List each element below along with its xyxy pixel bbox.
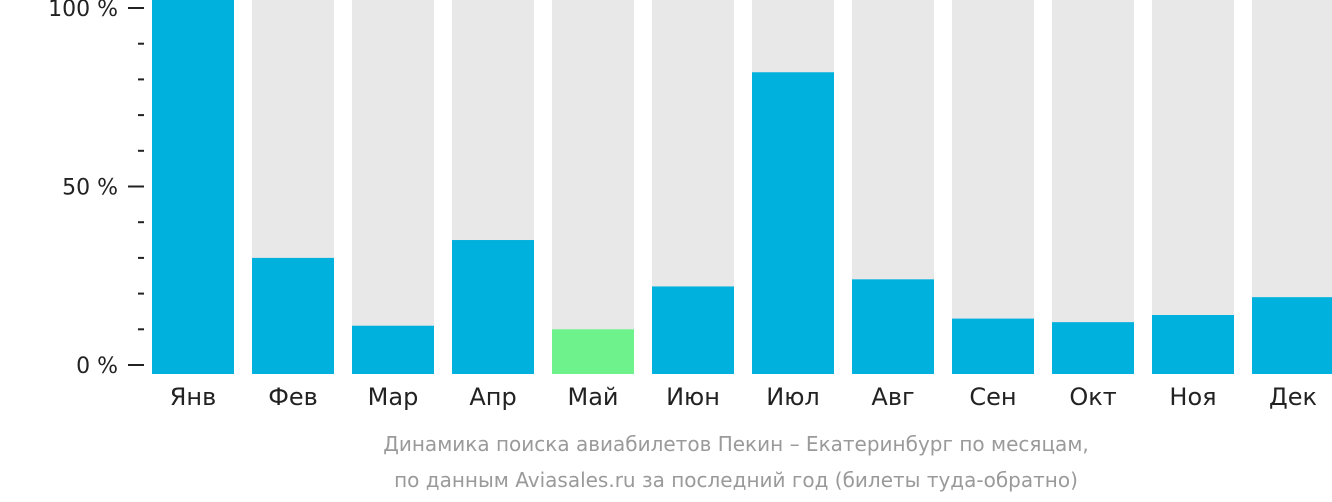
x-tick-label: Апр bbox=[469, 383, 516, 411]
x-tick-label: Янв bbox=[170, 383, 217, 411]
bar bbox=[252, 257, 334, 374]
y-axis: 0 % 50 % 100 % bbox=[48, 0, 144, 379]
x-tick-label: Фев bbox=[268, 383, 318, 411]
x-tick-label: Май bbox=[567, 383, 618, 411]
x-tick-label: Окт bbox=[1069, 383, 1116, 411]
bar bbox=[452, 240, 534, 374]
bar bbox=[352, 325, 434, 374]
data-bars bbox=[152, 0, 1332, 374]
x-tick-label: Мар bbox=[368, 383, 419, 411]
x-tick-label: Сен bbox=[969, 383, 1016, 411]
bar bbox=[1252, 297, 1332, 374]
bar bbox=[1152, 315, 1234, 374]
bar bbox=[1052, 322, 1134, 374]
bar-background bbox=[1152, 0, 1234, 374]
bar bbox=[152, 0, 234, 374]
x-tick-label: Дек bbox=[1269, 383, 1317, 411]
y-tick-label: 50 % bbox=[62, 176, 118, 201]
x-tick-label: Авг bbox=[871, 383, 914, 411]
bar-background bbox=[552, 0, 634, 374]
bar bbox=[652, 286, 734, 374]
bar bbox=[852, 279, 934, 374]
bar-background bbox=[1052, 0, 1134, 374]
bar bbox=[752, 72, 834, 374]
y-tick-label: 100 % bbox=[48, 0, 118, 22]
bar-background bbox=[352, 0, 434, 374]
bar-highlight bbox=[552, 329, 634, 374]
bar bbox=[952, 318, 1034, 374]
y-tick-label: 0 % bbox=[76, 354, 118, 379]
chart-title: Динамика поиска авиабилетов Пекин – Екат… bbox=[383, 432, 1089, 456]
bar-background bbox=[952, 0, 1034, 374]
x-tick-label: Июн bbox=[666, 383, 720, 411]
chart-subtitle: по данным Aviasales.ru за последний год … bbox=[394, 468, 1078, 492]
x-tick-label: Июл bbox=[766, 383, 820, 411]
x-axis-labels: Янв Фев Мар Апр Май Июн Июл Авг Сен Окт Ноя Дек bbox=[170, 383, 1317, 411]
bar-chart: 0 % 50 % 100 % Янв Фев Мар Апр Май Июн Июл Авг Сен… bbox=[48, 0, 1332, 411]
x-tick-label: Ноя bbox=[1169, 383, 1216, 411]
